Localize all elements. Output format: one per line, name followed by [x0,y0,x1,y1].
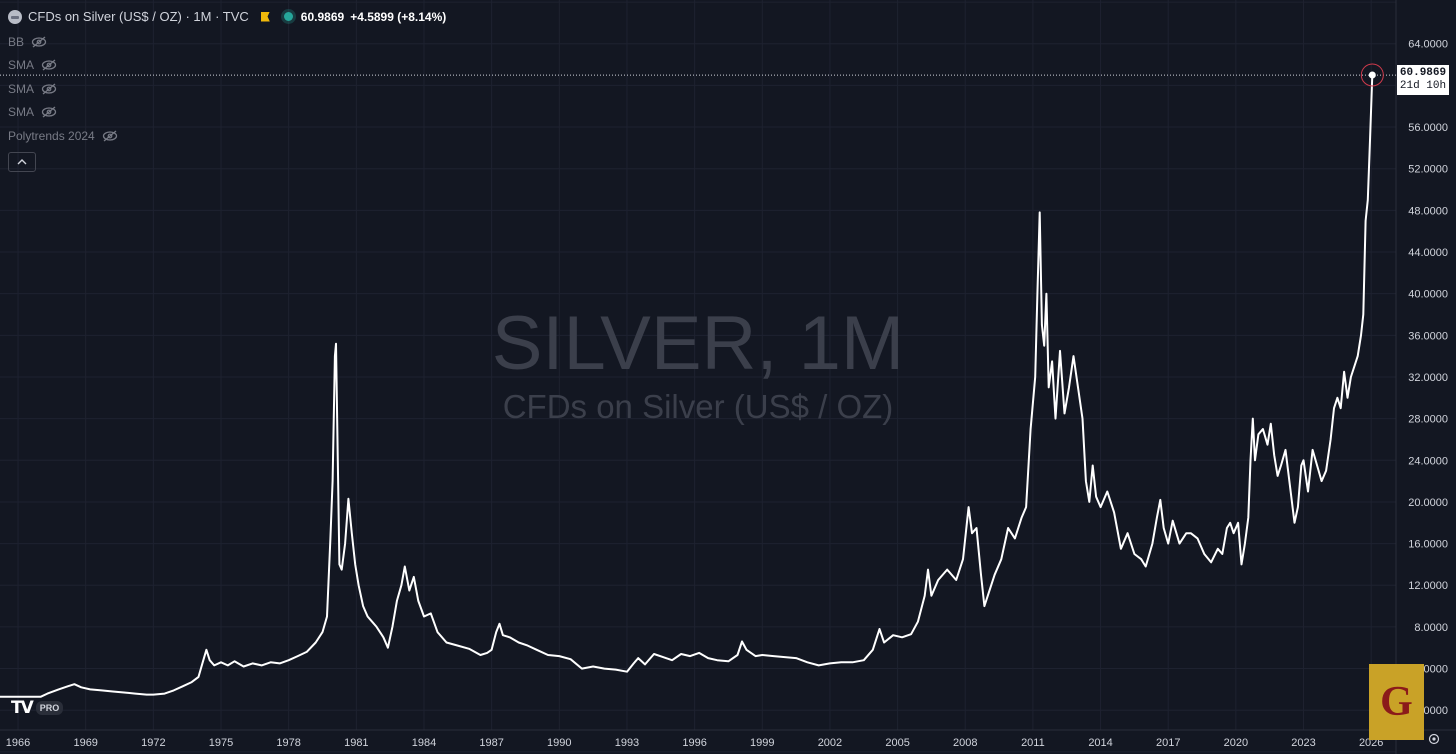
x-axis[interactable]: 1966 1969 1972 1975 1978 1981 1984 1987 1990 1993… [0,729,1456,749]
x-tick-label: 2023 [1291,737,1315,749]
pro-badge: PRO [35,701,64,715]
y-tick-label: 52.0000 [1408,164,1448,176]
eye-hidden-icon[interactable] [102,130,118,142]
y-tick-label: 64.0000 [1408,39,1448,51]
price-change: +4.5899 (+8.14%) [350,9,447,24]
legend: CFDs on Silver (US$ / OZ) · 1M · TVC 60.… [8,8,446,172]
indicator-label: SMA [8,58,35,73]
y-tick-label: 44.0000 [1408,247,1448,259]
symbol-logo-icon [8,9,22,24]
x-tick-label: 1999 [750,737,774,749]
x-tick-label: 1984 [412,737,436,749]
x-tick-label: 2014 [1088,737,1112,749]
series-line-silver [0,74,1374,698]
eye-hidden-icon[interactable] [41,59,57,71]
y-tick-label: 40.0000 [1408,289,1448,301]
y-axis[interactable]: 64.000060.000056.000052.000048.000044.00… [1395,0,1448,754]
y-tick-label: 16.0000 [1408,539,1448,551]
x-tick-label: 2011 [1021,737,1045,749]
indicator-sma-2[interactable]: SMA [8,77,446,101]
x-tick-label: 2017 [1156,737,1180,749]
last-price-label-value: 60.9869 [1399,67,1447,79]
y-tick-label: 12.0000 [1408,580,1448,592]
y-tick-label: 8.0000 [1414,622,1448,634]
grid [0,0,1396,753]
y-tick-label: 56.0000 [1408,122,1448,134]
last-price: 60.9869 [300,9,345,24]
last-point-ring[interactable] [1360,63,1384,87]
x-tick-label: 1981 [344,737,368,749]
settings-gear-icon[interactable] [1428,733,1440,745]
indicator-sma-3[interactable]: SMA [8,101,446,125]
y-tick-label: 20.0000 [1408,497,1448,509]
flag-icon[interactable] [260,11,270,22]
x-tick-label: 1969 [73,737,97,749]
x-tick-label: 1996 [682,737,706,749]
y-tick-label: 32.0000 [1408,372,1448,384]
indicator-list: BB SMA SMA SMA Polytrends 2024 [8,30,446,148]
indicator-label: SMA [8,105,35,120]
indicator-sma-1[interactable]: SMA [8,54,446,78]
market-status-icon [283,12,293,21]
x-tick-label: 1975 [209,737,233,749]
bar-countdown: 21d 10h [1399,80,1447,92]
y-tick-label: 24.0000 [1408,455,1448,467]
x-tick-label: 2002 [818,737,842,749]
x-tick-label: 1978 [276,737,300,749]
eye-hidden-icon[interactable] [41,106,57,118]
y-tick-label: 48.0000 [1408,205,1448,217]
eye-hidden-icon[interactable] [41,83,57,95]
corner-brand-logo: G [1369,664,1424,740]
x-tick-label: 1987 [479,737,503,749]
collapse-legend-button[interactable] [8,151,36,172]
x-tick-label: 1966 [6,737,30,749]
indicator-label: Polytrends 2024 [8,128,95,143]
symbol-header[interactable]: CFDs on Silver (US$ / OZ) · 1M · TVC 60.… [8,8,446,25]
indicator-label: BB [8,34,25,49]
x-tick-label: 2026 [1359,737,1383,749]
symbol-title[interactable]: CFDs on Silver (US$ / OZ) · 1M · TVC [28,9,249,24]
x-tick-label: 1990 [547,737,571,749]
x-tick-label: 2005 [885,737,909,749]
corner-brand-letter: G [1380,679,1413,725]
indicator-polytrends[interactable]: Polytrends 2024 [8,124,446,148]
tv-logo-mark: TV [11,698,34,718]
x-tick-label: 1993 [615,737,639,749]
y-tick-label: 36.0000 [1408,330,1448,342]
x-tick-label: 2008 [953,737,977,749]
last-price-label: 60.9869 21d 10h [1397,65,1449,95]
chevron-up-icon [17,158,27,164]
indicator-bb[interactable]: BB [8,30,446,54]
x-tick-label: 1972 [141,737,165,749]
eye-hidden-icon[interactable] [31,36,47,48]
last-point-marker[interactable] [1368,71,1376,79]
y-tick-label: 28.0000 [1408,414,1448,426]
x-tick-label: 2020 [1224,737,1248,749]
indicator-label: SMA [8,81,35,96]
tradingview-logo[interactable]: TV PRO [11,698,64,718]
